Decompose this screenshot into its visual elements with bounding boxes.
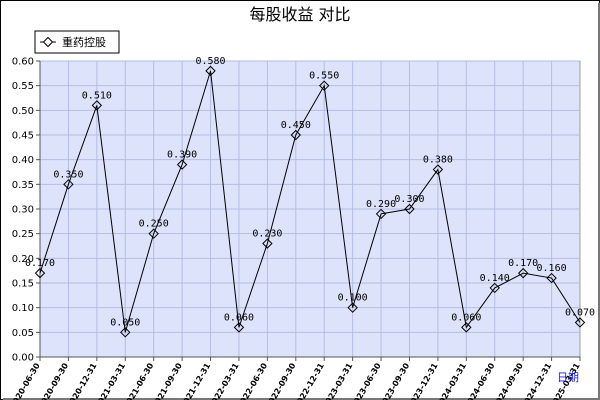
data-label: 0.060 [451, 312, 481, 323]
data-label: 0.290 [366, 199, 396, 210]
data-point-marker [375, 208, 387, 220]
period-link[interactable]: 日期 [557, 371, 579, 384]
series-group: 0.170 0.350 0.510 0.050 0.250 0.390 0.580 0.060… [25, 56, 595, 338]
data-label: 0.580 [195, 56, 225, 67]
y-tick-label: 0.55 [12, 81, 34, 92]
x-tick-label: 2022-06-30 [236, 361, 270, 400]
x-tick-label: 2023-09-30 [378, 361, 412, 400]
legend-box [34, 30, 120, 54]
legend: 重药控股 [34, 30, 120, 54]
data-point-marker [233, 322, 245, 333]
data-label: 0.140 [480, 273, 510, 284]
data-point-marker [574, 317, 586, 328]
x-tick-label: 2024-03-31 [435, 361, 469, 400]
data-label: 0.170 [25, 258, 55, 269]
x-tick-label: 2021-12-31 [179, 361, 213, 400]
x-tick-label: 2022-12-31 [293, 361, 327, 400]
y-tick-label: 0.10 [12, 303, 34, 314]
x-axis: 2020-06-302020-09-302020-12-312021-03-31… [8, 356, 582, 400]
x-tick-label: 2023-03-31 [321, 361, 355, 400]
data-label: 0.450 [281, 120, 311, 131]
data-point-marker [432, 164, 444, 175]
data-point-marker [63, 179, 74, 190]
y-tick-label: 0.15 [12, 279, 34, 290]
x-tick-label: 2023-12-31 [406, 361, 440, 400]
data-point-marker [120, 327, 131, 338]
data-label: 0.100 [338, 293, 368, 304]
data-point-marker [347, 302, 358, 313]
y-tick-label: 0.20 [12, 254, 34, 265]
data-label: 0.160 [537, 263, 567, 274]
data-point-marker [148, 228, 159, 239]
data-point-marker [91, 100, 103, 111]
x-tick-label: 2024-12-31 [520, 361, 554, 400]
frame-shadow-bottom [3, 398, 600, 400]
x-tick-label: 2021-03-31 [94, 361, 128, 400]
legend-diamond-icon [42, 36, 54, 48]
y-tick-label: 0.30 [12, 205, 34, 216]
data-label: 0.300 [394, 194, 424, 205]
data-label: 0.550 [309, 71, 339, 82]
y-tick-label: 0.40 [12, 155, 34, 166]
data-point-marker [489, 282, 500, 294]
data-label: 0.060 [224, 312, 254, 323]
y-tick-label: 0.45 [12, 131, 34, 142]
data-point-marker [517, 267, 529, 279]
x-tick-label: 2021-09-30 [150, 361, 184, 400]
data-point-marker [290, 129, 301, 141]
legend-series-name: 重药控股 [62, 35, 106, 49]
data-point-marker [404, 203, 415, 215]
x-tick-label: 2020-12-31 [65, 361, 99, 400]
data-point-marker [34, 267, 46, 279]
data-label: 0.070 [565, 307, 595, 318]
data-label: 0.350 [53, 169, 83, 180]
y-tick-label: 0.05 [12, 328, 34, 339]
data-label: 0.510 [82, 90, 112, 101]
x-tick-label: 2024-09-30 [492, 361, 526, 400]
y-tick-label: 0.35 [12, 180, 34, 191]
data-label: 0.170 [508, 258, 538, 269]
x-tick-label: 2023-06-30 [349, 361, 383, 400]
data-point-marker [461, 322, 472, 333]
data-point-marker [319, 80, 330, 91]
y-tick-label: 0.50 [12, 106, 34, 117]
x-tick-label: 2020-06-30 [8, 361, 42, 400]
frame-shadow-right [598, 3, 600, 400]
y-axis: 0.00 0.05 0.10 0.15 0.20 0.25 0.30 0.35 0.40 0.45… [12, 57, 41, 364]
data-label: 0.250 [139, 219, 169, 230]
x-tick-label: 2022-09-30 [264, 361, 298, 400]
grid-lines [40, 60, 580, 358]
series-line [39, 70, 581, 333]
x-tick-label: 2024-06-30 [463, 361, 497, 400]
data-point-marker [176, 159, 188, 170]
data-label: 0.230 [252, 229, 282, 240]
x-tick-label: 2022-03-31 [207, 361, 241, 400]
data-point-marker [546, 272, 557, 284]
data-point-marker [205, 65, 216, 77]
x-tick-label: 2020-09-30 [37, 361, 71, 400]
x-tick-label: 2021-06-30 [122, 361, 156, 400]
data-label: 0.050 [110, 317, 140, 328]
data-point-marker [262, 238, 273, 249]
chart-title: 每股收益 对比 [249, 5, 350, 24]
data-label: 0.390 [167, 150, 197, 161]
y-tick-label: 0.00 [12, 353, 34, 364]
y-tick-label: 0.60 [12, 57, 34, 68]
y-tick-label: 0.25 [12, 229, 34, 240]
data-label: 0.380 [423, 155, 453, 166]
